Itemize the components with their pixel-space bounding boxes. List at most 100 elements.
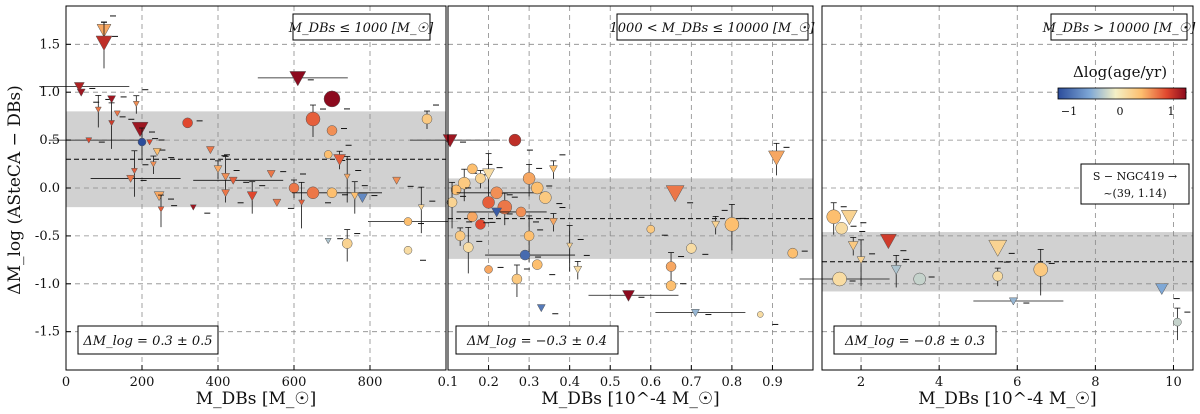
data-point-triangle — [482, 168, 495, 181]
data-point-triangle — [153, 191, 165, 202]
data-point-triangle — [840, 210, 858, 226]
data-point-triangle — [108, 120, 116, 127]
data-point-triangle — [94, 106, 102, 113]
data-point-triangle — [890, 265, 902, 275]
data-point — [305, 111, 321, 127]
data-point-triangle — [107, 95, 117, 104]
data-point — [686, 243, 697, 254]
colorbar-tick-mid: 0 — [1117, 105, 1124, 118]
data-point-triangle — [146, 139, 154, 146]
data-point — [463, 242, 474, 253]
data-point — [523, 230, 535, 242]
x-tick-label: 0.2 — [478, 375, 499, 390]
data-point-triangle — [157, 206, 165, 213]
colorbar-tick-max: 1 — [1168, 105, 1175, 118]
data-point — [490, 186, 503, 200]
data-point — [724, 217, 740, 232]
data-point-triangle — [343, 173, 351, 181]
data-point-triangle — [690, 309, 700, 318]
stats-box-right: ΔM_log = −0.8 ± 0.3 — [833, 325, 997, 355]
data-point-triangle — [221, 189, 231, 198]
x-tick-label: 8 — [1091, 375, 1099, 390]
data-point-triangle — [879, 234, 897, 250]
y-axis-label: ΔM_log (ASteCA − DBs) — [5, 85, 25, 294]
data-point — [787, 247, 798, 259]
data-point-triangle — [1155, 283, 1169, 296]
data-point — [421, 113, 433, 125]
data-point-triangle — [665, 185, 685, 203]
data-point-triangle — [132, 101, 140, 108]
data-point-triangle — [221, 173, 231, 182]
x-tick-label: 0.3 — [519, 375, 540, 390]
y-tick-label: -0.5 — [35, 229, 60, 244]
svg-text:1000 < M_DBs ≤ 10000 [M_☉]: 1000 < M_DBs ≤ 10000 [M_☉] — [610, 21, 816, 36]
data-point — [306, 186, 320, 200]
data-point — [323, 150, 333, 159]
data-point-triangle — [246, 191, 258, 202]
panel-frame — [447, 5, 814, 371]
data-point-triangle — [324, 238, 332, 245]
data-point — [665, 280, 677, 291]
range-label-middle: 1000 < M_DBs ≤ 10000 [M_☉] — [610, 13, 816, 41]
data-point-triangle — [289, 71, 307, 87]
data-point-triangle — [847, 241, 859, 251]
data-point — [1173, 317, 1182, 327]
data-point-triangle — [350, 192, 360, 201]
data-point-triangle — [298, 199, 306, 206]
data-point-triangle — [573, 265, 583, 274]
data-point-triangle — [392, 176, 402, 185]
data-point — [539, 191, 552, 204]
x-tick-label: 0.9 — [762, 375, 783, 390]
x-tick-label: 0.6 — [640, 375, 661, 390]
std-band — [448, 178, 813, 259]
data-point — [467, 163, 478, 175]
data-point — [531, 259, 543, 270]
data-point-triangle — [213, 165, 223, 174]
x-tick-label: 400 — [206, 375, 231, 390]
data-point — [484, 265, 493, 274]
data-point-triangle — [333, 154, 347, 166]
data-point — [511, 273, 523, 285]
data-point — [497, 199, 513, 215]
x-axis-label: M_DBs [M_☉] — [196, 389, 317, 409]
data-point-triangle — [1008, 297, 1018, 306]
data-point — [182, 117, 193, 129]
data-point — [826, 209, 841, 224]
data-point — [522, 172, 536, 185]
data-point — [475, 219, 486, 230]
svg-text:~(39, 1.14): ~(39, 1.14) — [1103, 187, 1166, 200]
x-tick-label: 0.5 — [600, 375, 621, 390]
data-point — [519, 249, 531, 261]
x-tick-label: 800 — [358, 375, 383, 390]
y-tick-label: 1.5 — [39, 37, 60, 52]
x-tick-label: 10 — [1165, 375, 1182, 390]
data-point-triangle — [130, 168, 138, 175]
data-point — [450, 184, 462, 196]
data-point-triangle — [152, 148, 162, 157]
panel-left: 0 200 400 600 800 M_DBs [M_☉] -1.5 -1.0 -0.5 0.0 0… — [35, 5, 458, 409]
data-point — [403, 246, 413, 255]
y-tick-label: -1.0 — [35, 277, 60, 292]
y-tick-label: -1.5 — [35, 325, 60, 340]
x-axis-label: M_DBs [10^-4 M_☉] — [541, 389, 719, 409]
data-point — [530, 181, 544, 195]
panel-right: 2 4 6 8 10M_DBs [10^-4 M_☉] — [799, 5, 1194, 409]
data-point — [457, 176, 471, 190]
x-tick-label: 6 — [1013, 375, 1021, 390]
colorbar-gradient — [1057, 87, 1187, 100]
data-point — [646, 224, 656, 234]
svg-text:ΔM_log = −0.8 ± 0.3: ΔM_log = −0.8 ± 0.3 — [844, 334, 985, 349]
data-point — [482, 196, 495, 209]
y-tick-label: 0.0 — [39, 181, 60, 196]
svg-text:ΔM_log = 0.3 ± 0.5: ΔM_log = 0.3 ± 0.5 — [82, 334, 212, 349]
data-point — [913, 272, 926, 286]
data-point-triangle — [549, 218, 558, 227]
data-point-triangle — [768, 150, 785, 166]
data-point-triangle — [73, 82, 85, 92]
data-point-triangle — [228, 176, 238, 185]
data-point — [403, 217, 413, 226]
data-point — [341, 238, 353, 249]
svg-text:M_DBs > 10000 [M_☉]: M_DBs > 10000 [M_☉] — [1042, 21, 1197, 36]
annotation-ngc419: S − NGC419 → ~(39, 1.14) — [1080, 163, 1190, 205]
